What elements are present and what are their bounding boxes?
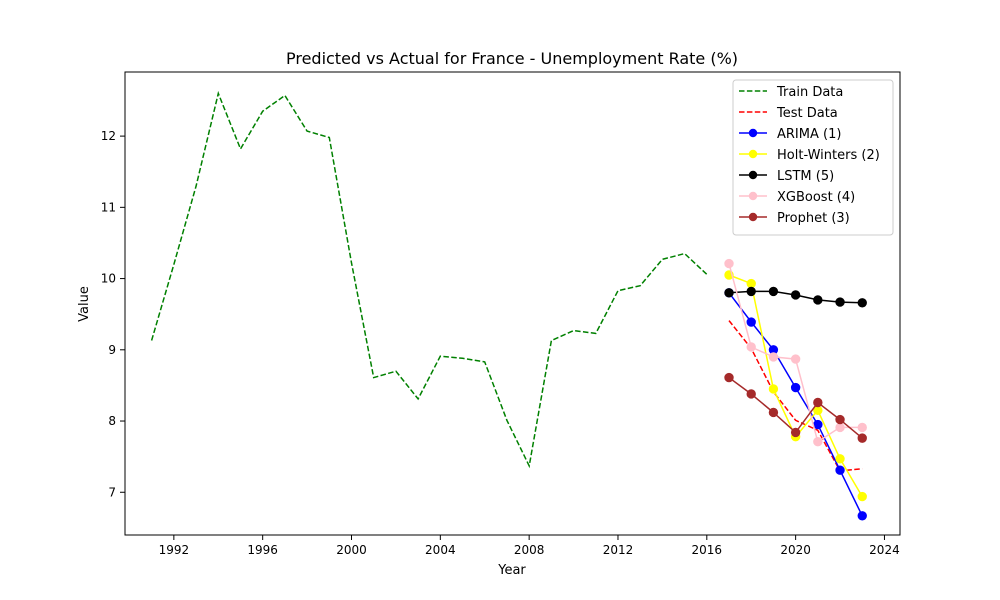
series-line-train-data [150, 90, 708, 469]
series-line-arima-1 [728, 292, 863, 517]
legend-item: ARIMA (1) [739, 127, 841, 142]
legend-label: LSTM (5) [777, 169, 834, 184]
y-tick-label: 8 [108, 414, 116, 428]
legend-label: Test Data [776, 106, 838, 121]
y-tick-label: 12 [101, 129, 116, 143]
series-xgboost-4 [724, 258, 867, 447]
y-tick-label: 7 [108, 485, 116, 499]
legend-swatch-marker [748, 149, 758, 159]
data-point-lstm-5 [857, 298, 867, 308]
plot-area [124, 71, 901, 536]
legend-item: XGBoost (4) [739, 190, 855, 205]
x-tick-label: 2008 [514, 543, 545, 557]
data-point-lstm-5 [790, 290, 801, 300]
legend-box [732, 79, 894, 236]
legend-swatch-marker [748, 170, 758, 180]
legend-item: Train Data [739, 85, 843, 100]
legend-label: XGBoost (4) [777, 190, 855, 205]
data-point-lstm-5 [768, 286, 779, 297]
legend-label: Prophet (3) [777, 211, 850, 226]
data-point-lstm-5 [813, 295, 823, 305]
series-arima-1 [724, 288, 867, 521]
data-point-holt-winters-2 [768, 384, 779, 394]
data-point-holt-winters-2 [835, 454, 845, 464]
data-point-prophet-3 [835, 414, 845, 425]
data-point-prophet-3 [768, 407, 779, 418]
series-lstm-5 [724, 286, 867, 308]
data-point-prophet-3 [790, 427, 801, 438]
data-point-prophet-3 [724, 372, 734, 383]
series-train-data [150, 90, 708, 469]
x-tick-label: 2012 [603, 543, 634, 557]
legend-item: LSTM (5) [739, 169, 834, 184]
legend-label: Train Data [776, 85, 843, 100]
data-point-arima-1 [790, 382, 801, 393]
data-point-lstm-5 [746, 286, 756, 297]
data-point-arima-1 [813, 419, 823, 430]
data-point-xgboost-4 [790, 354, 801, 364]
legend-swatch-marker [748, 128, 758, 138]
data-point-arima-1 [746, 317, 756, 327]
data-point-prophet-3 [857, 433, 867, 443]
y-axis: 7 8 9 10 11 12 [101, 129, 125, 499]
data-point-prophet-3 [746, 389, 756, 399]
legend-swatch-marker [748, 191, 758, 201]
legend-swatch-marker [748, 212, 758, 222]
legend-label: ARIMA (1) [777, 127, 841, 142]
legend-label: Holt-Winters (2) [777, 148, 880, 163]
data-point-xgboost-4 [746, 342, 756, 352]
data-point-xgboost-4 [813, 436, 823, 447]
y-axis-label: Value [77, 286, 92, 322]
x-tick-label: 2020 [780, 543, 811, 557]
data-point-lstm-5 [835, 297, 845, 307]
legend: Train Data Test Data ARIMA (1) Holt-Winters… [732, 79, 894, 236]
y-tick-label: 11 [101, 200, 116, 214]
x-tick-label: 2000 [336, 543, 367, 557]
x-tick-label: 2004 [425, 543, 456, 557]
chart-title: Predicted vs Actual for France - Unemplo… [286, 49, 738, 68]
x-tick-label: 1996 [247, 543, 278, 557]
legend-item: Prophet (3) [739, 211, 850, 226]
y-tick-label: 10 [101, 272, 116, 286]
x-tick-label: 1992 [159, 543, 190, 557]
data-point-xgboost-4 [768, 352, 779, 362]
x-tick-label: 2024 [869, 543, 900, 557]
data-point-holt-winters-2 [857, 491, 867, 502]
legend-item: Holt-Winters (2) [739, 148, 880, 163]
x-axis-label: Year [497, 563, 526, 578]
data-point-arima-1 [857, 511, 867, 521]
series-prophet-3 [724, 372, 867, 443]
data-point-arima-1 [835, 465, 845, 475]
data-point-prophet-3 [813, 397, 823, 408]
data-point-xgboost-4 [835, 422, 845, 433]
x-axis: 1992 1996 2000 2004 2008 2012 2016 2020 2024 [159, 535, 900, 557]
x-tick-label: 2016 [692, 543, 723, 557]
data-point-holt-winters-2 [746, 278, 756, 289]
data-point-xgboost-4 [724, 258, 734, 269]
data-point-xgboost-4 [857, 422, 867, 433]
legend-item: Test Data [739, 106, 838, 121]
plot-frame [124, 71, 901, 536]
data-point-lstm-5 [724, 288, 734, 298]
y-tick-label: 9 [108, 343, 116, 357]
